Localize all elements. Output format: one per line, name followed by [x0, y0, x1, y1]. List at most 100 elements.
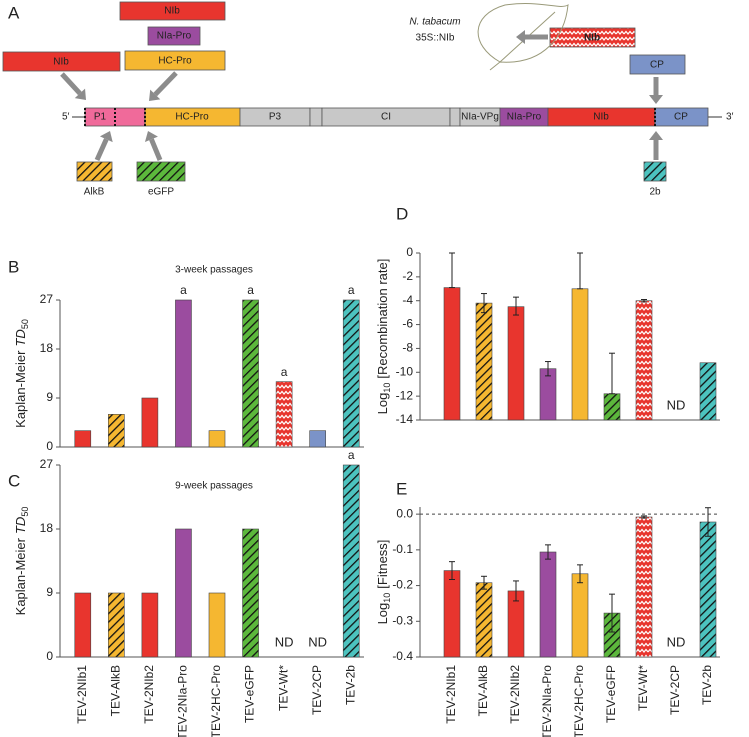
x-tick-label: TEV-Wt* [636, 665, 650, 711]
x-tick-label: TEV-2NIa-Pro [176, 665, 190, 737]
bar [141, 397, 159, 448]
bar [108, 414, 125, 448]
y-tick-label: 27 [40, 457, 54, 471]
y-label-part: 10 [382, 593, 392, 603]
error-bar [705, 507, 711, 537]
segment-label: CI [381, 112, 391, 123]
segment-label: NIa-Pro [507, 112, 542, 123]
y-axis-label: Log10 [Recombination rate] [375, 259, 392, 415]
y-tick-label: 0 [46, 439, 53, 453]
error-bar [609, 352, 615, 395]
y-label-part: [Recombination rate] [375, 259, 390, 379]
y-tick-label: -0.4 [392, 649, 413, 663]
y-label-part: TD [13, 329, 28, 346]
bar [141, 592, 159, 658]
bar [175, 528, 192, 658]
error-bar [449, 252, 455, 289]
x-tick-label: TEV-eGFP [604, 665, 618, 723]
bar [635, 516, 653, 658]
insert-box [2, 51, 121, 72]
error-bar [609, 593, 615, 633]
y-tick-label: -2 [402, 269, 413, 283]
error-bar [641, 299, 647, 303]
chart-panel: B 3-week passages Kaplan-Meier TD50 0 9 18 27 a a… [8, 257, 364, 453]
arrows [60, 30, 663, 162]
chart-panel: C 9-week passages Kaplan-Meier TD50 0 9 18 27 TE… [8, 448, 364, 737]
y-tick-label: 27 [40, 292, 54, 306]
bar [242, 299, 259, 448]
error-bar [641, 515, 647, 519]
insert-name: eGFP [148, 187, 174, 198]
x-tick-label: TEV-2HC-Pro [572, 665, 586, 737]
bar [507, 306, 525, 421]
bar [539, 368, 557, 421]
segment-label: P3 [269, 112, 282, 123]
segment-label: NIb [593, 112, 609, 123]
bar [443, 570, 461, 658]
error-bar [449, 561, 455, 580]
y-tick-label: -12 [396, 388, 414, 402]
error-bar [577, 564, 583, 584]
arrow-shaft [149, 138, 163, 161]
y-axis-label: Log10 [Fitness] [375, 540, 392, 625]
bar [275, 381, 293, 448]
value-label: ND [667, 397, 686, 412]
segment-label: P1 [94, 112, 107, 123]
x-tick-label: TEV-Wt* [276, 665, 290, 711]
x-tick-label: TEV-2CP [310, 665, 324, 715]
x-tick-label: TEV-2NIb2 [508, 665, 522, 724]
y-tick-label: -0.3 [392, 613, 413, 627]
bar [342, 299, 360, 448]
chart-title: 9-week passages [175, 481, 253, 492]
segment-label: NIa-VPg [461, 112, 499, 123]
x-tick-label: TEV-2NIa-Pro [540, 665, 554, 737]
insert-box [643, 161, 667, 182]
bar [309, 430, 326, 448]
segment [449, 107, 461, 127]
bar [635, 300, 653, 421]
insert-label: HC-Pro [158, 56, 192, 67]
y-axis-label: Kaplan-Meier TD50 [13, 507, 30, 616]
annotation: a [281, 365, 288, 379]
y-label-part: 50 [20, 319, 30, 329]
panel-label: A [8, 3, 20, 22]
insert-label: NIb [584, 33, 600, 44]
insert-label: NIa-Pro [157, 31, 192, 42]
error-bar [577, 252, 583, 290]
arrow-shaft [94, 138, 109, 162]
y-tick-label: 18 [40, 341, 54, 355]
y-label-part: Kaplan-Meier [13, 350, 28, 428]
error-bar [481, 575, 487, 590]
bar [74, 592, 92, 658]
y-tick-label: 0 [46, 649, 53, 663]
panel-label: C [8, 471, 20, 490]
chart-panel: E Log10 [Fitness] -0.4 -0.3 -0.2 -0.1 0.0 TEV-2N… [375, 479, 720, 737]
insert-box [147, 26, 201, 46]
bar [208, 430, 226, 448]
x-tick-label: TEV-2b [343, 665, 357, 705]
bar [571, 288, 589, 421]
genome-diagram: A 5′ 3′ P1 HC-Pro P3 CI NIa-VPg NIa-Pro … [2, 1, 734, 198]
x-tick-label: TEV-2CP [668, 665, 682, 715]
y-label-part: Log [375, 603, 390, 625]
bar [603, 393, 621, 421]
y-tick-label: -14 [396, 412, 414, 426]
y-tick-label: -0.1 [392, 542, 413, 556]
insert-box [119, 1, 226, 21]
arrow-head [74, 88, 86, 100]
insert-name: 2b [649, 187, 661, 198]
x-tick-label: TEV-2b [700, 665, 714, 705]
error-bar [513, 580, 519, 602]
y-label-part: Kaplan-Meier [13, 537, 28, 615]
x-tick-label: TEV-2HC-Pro [209, 665, 223, 737]
x-tick-label: TEV-2NIb1 [75, 665, 89, 724]
annotation: a [348, 448, 355, 462]
construct-label: 35S::NIb [416, 33, 455, 44]
y-tick-label: -10 [396, 364, 414, 378]
five-prime: 5′ [62, 112, 70, 123]
y-tick-label: 9 [46, 585, 53, 599]
value-label: ND [308, 634, 327, 649]
arrow-shaft [60, 72, 82, 96]
bar [108, 592, 125, 658]
bar [699, 362, 717, 421]
